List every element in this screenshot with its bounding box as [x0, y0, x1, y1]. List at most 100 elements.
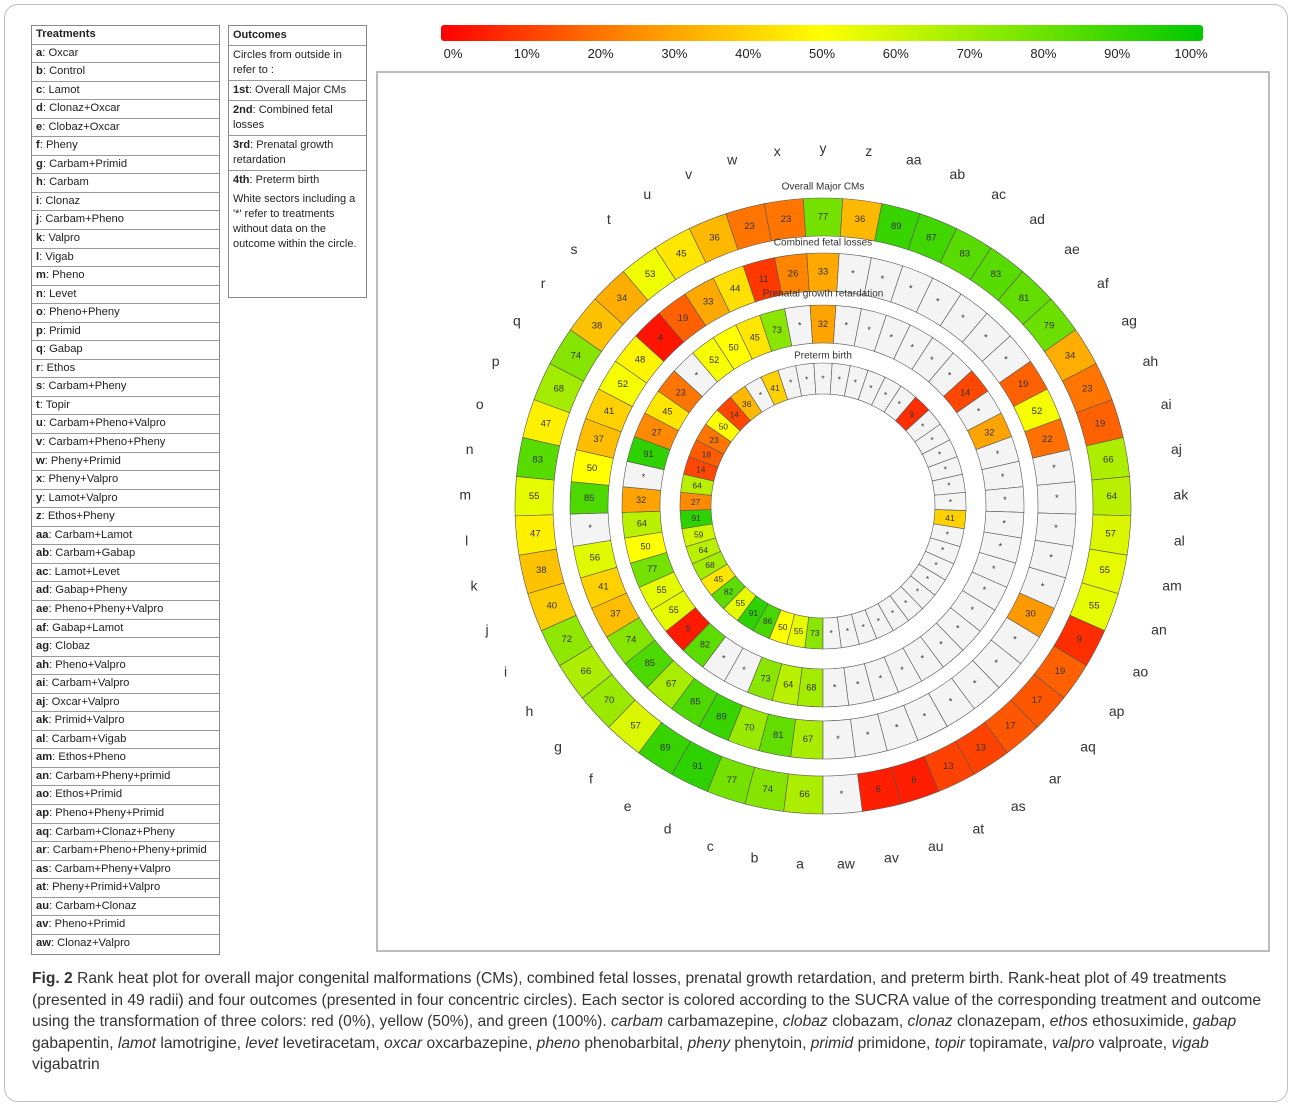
treatment-code: v — [36, 436, 43, 449]
treatment-name: Ethos+Primid — [55, 788, 123, 801]
treatment-code: aq — [36, 825, 50, 838]
treatment-row-aj: aj: Oxcar+Valpro — [32, 694, 219, 713]
caption-abbreviations: carbam carbamazepine, clobaz clobazam, c… — [32, 1013, 1236, 1073]
missing-marker: * — [642, 472, 646, 482]
ring-title: Preterm birth — [794, 351, 852, 362]
treatment-row-r: r: Ethos — [32, 360, 219, 379]
abbreviation-entry: carbam carbamazepine, — [611, 1013, 779, 1030]
color-scale-tick: 60% — [882, 46, 909, 61]
treatment-row-au: au: Carbam+Clonaz — [32, 898, 219, 917]
missing-marker: * — [947, 481, 951, 491]
treatment-name: Carbam+Primid — [49, 157, 128, 170]
sector-value-label: 6 — [876, 784, 881, 795]
abbreviation-entry: ethos ethosuximide, — [1049, 1013, 1189, 1030]
heat-sector — [822, 773, 863, 815]
color-scale-tick: 80% — [1030, 46, 1057, 61]
abbreviation-meaning: ethosuximide — [1092, 1013, 1185, 1030]
treatment-name: Clobaz — [55, 640, 91, 653]
missing-marker: * — [1041, 581, 1045, 592]
sector-label: as — [1011, 798, 1026, 814]
sector-value-label: 81 — [1019, 293, 1030, 304]
treatment-code: at — [36, 881, 46, 894]
missing-marker: * — [911, 342, 915, 352]
treatment-row-j: j: Carbam+Pheno — [32, 211, 219, 231]
missing-marker: * — [833, 683, 837, 693]
color-scale-bar — [441, 25, 1203, 41]
abbreviation-entry: primid primidone, — [810, 1034, 931, 1052]
sector-value-label: 77 — [647, 564, 657, 574]
treatment-code: f — [36, 139, 40, 152]
outcome-item-2: 2nd: Combined fetal losses — [229, 101, 366, 136]
treatment-code: r — [36, 361, 41, 374]
treatment-row-g: g: Carbam+Primid — [32, 156, 219, 175]
treatment-name: Carbam — [49, 176, 89, 189]
missing-marker: * — [1055, 493, 1059, 504]
sector-value-label: 11 — [759, 274, 769, 285]
sector-value-label: 85 — [644, 658, 655, 669]
sector-value-label: 73 — [772, 325, 782, 335]
sector-value-label: 6 — [911, 775, 916, 786]
sector-value-label: 19 — [1095, 418, 1106, 429]
treatment-code: au — [36, 899, 50, 912]
sector-value-label: 33 — [703, 297, 714, 308]
heat-sector — [822, 667, 850, 708]
sector-value-label: 70 — [604, 695, 615, 706]
missing-marker: * — [840, 789, 844, 800]
sector-value-label: 67 — [666, 679, 677, 690]
treatment-name: Carbam+Pheny+primid — [55, 769, 171, 782]
missing-marker: * — [930, 435, 934, 445]
missing-marker: * — [866, 730, 870, 741]
sector-value-label: 36 — [855, 214, 866, 225]
missing-marker: * — [588, 523, 592, 534]
outcome-text: Overall Major CMs — [255, 84, 347, 96]
sector-value-label: 37 — [610, 609, 621, 620]
outcome-ordinal: 2nd — [233, 104, 253, 116]
sector-value-label: 52 — [1032, 406, 1043, 417]
missing-marker: * — [923, 711, 927, 722]
sector-value-label: 74 — [571, 351, 582, 362]
sector-value-label: 14 — [960, 388, 970, 398]
treatment-name: Carbam+Pheno+Pheny+primid — [52, 844, 207, 857]
sector-value-label: 82 — [700, 640, 710, 650]
sector-label: w — [726, 152, 738, 168]
treatment-row-i: i: Clonaz — [32, 193, 219, 212]
abbreviation: clobaz — [782, 1013, 828, 1030]
treatment-row-ad: ad: Gabap+Pheny — [32, 582, 219, 601]
missing-marker: * — [934, 560, 938, 570]
sector-value-label: 74 — [626, 634, 637, 645]
missing-marker: * — [851, 268, 855, 279]
sector-value-label: 33 — [818, 267, 829, 278]
sector-value-label: 86 — [763, 616, 773, 626]
abbreviation-meaning: lamotrigine — [160, 1034, 237, 1052]
sector-value-label: 38 — [592, 320, 603, 331]
outcome-text: Preterm birth — [255, 174, 320, 186]
treatment-row-k: k: Valpro — [32, 230, 219, 249]
sector-value-label: 55 — [529, 491, 540, 502]
missing-marker: * — [742, 665, 746, 675]
treatment-code: m — [36, 269, 46, 282]
sector-value-label: 41 — [945, 513, 955, 523]
sector-value-label: 19 — [1018, 379, 1029, 390]
treatment-code: aj — [36, 695, 46, 708]
missing-marker: * — [900, 665, 904, 675]
abbreviation-meaning: primidone — [857, 1034, 927, 1052]
sector-label: c — [707, 838, 714, 854]
treatment-code: d — [36, 102, 43, 115]
sector-label: m — [459, 487, 471, 503]
sector-value-label: 36 — [709, 233, 720, 244]
treatment-code: ap — [36, 806, 50, 819]
sector-label: t — [607, 211, 611, 227]
treatment-row-n: n: Levet — [32, 286, 219, 305]
sector-value-label: 55 — [736, 598, 746, 608]
missing-marker: * — [948, 370, 952, 380]
sector-value-label: 70 — [744, 723, 755, 734]
treatment-code: j — [36, 213, 40, 226]
sector-value-label: 13 — [975, 743, 986, 754]
treatment-code: w — [36, 454, 45, 467]
missing-marker: * — [830, 628, 834, 638]
ring-1: 6674779189577066724038475583476874383453… — [514, 197, 1132, 815]
sector-label: v — [685, 166, 692, 182]
missing-marker: * — [1049, 553, 1053, 564]
sector-value-label: 66 — [799, 789, 810, 800]
outcomes-note: White sectors including a '*' refer to t… — [233, 193, 357, 250]
